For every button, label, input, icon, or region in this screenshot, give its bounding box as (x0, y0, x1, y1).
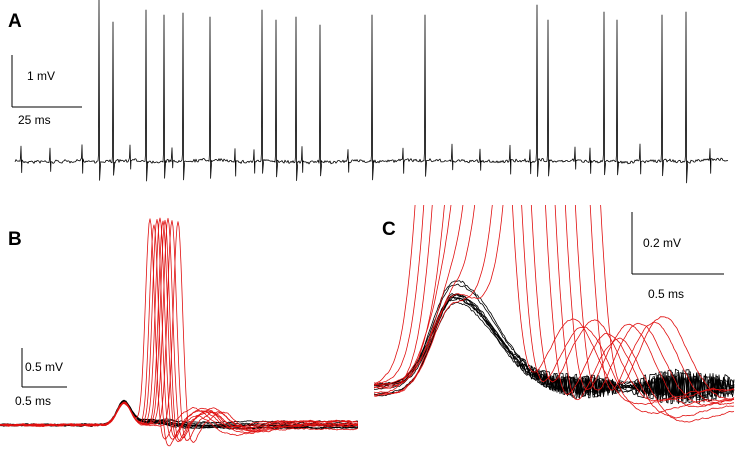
scale-bar (11, 55, 724, 388)
trace (0, 219, 358, 440)
scale-label: 0.2 mV (643, 236, 681, 250)
panel-label: C (382, 219, 396, 240)
trace (0, 219, 358, 442)
scale-label: 0.5 ms (648, 287, 684, 301)
trace (374, 205, 735, 405)
trace (0, 220, 358, 443)
panel-c (374, 205, 735, 423)
trace (374, 205, 734, 406)
scale-label: 0.5 ms (15, 394, 51, 408)
trace (374, 205, 735, 408)
trace (0, 220, 358, 441)
scale-label: 1 mV (27, 69, 55, 83)
trace (0, 401, 358, 427)
panel-label: B (8, 229, 22, 250)
scale-label: 25 ms (18, 113, 51, 127)
trace (374, 205, 735, 402)
trace (0, 224, 358, 447)
trace (0, 217, 358, 439)
trace (374, 205, 735, 414)
trace (0, 218, 358, 440)
panel-label: A (8, 11, 22, 32)
trace (374, 297, 735, 394)
scale-label: 0.5 mV (25, 360, 63, 374)
panel-a (14, 0, 729, 184)
trace (374, 205, 735, 423)
trace (374, 205, 735, 401)
trace (0, 221, 358, 443)
panel-b (0, 217, 358, 447)
trace (14, 0, 729, 184)
trace (374, 205, 735, 419)
trace (0, 217, 358, 438)
